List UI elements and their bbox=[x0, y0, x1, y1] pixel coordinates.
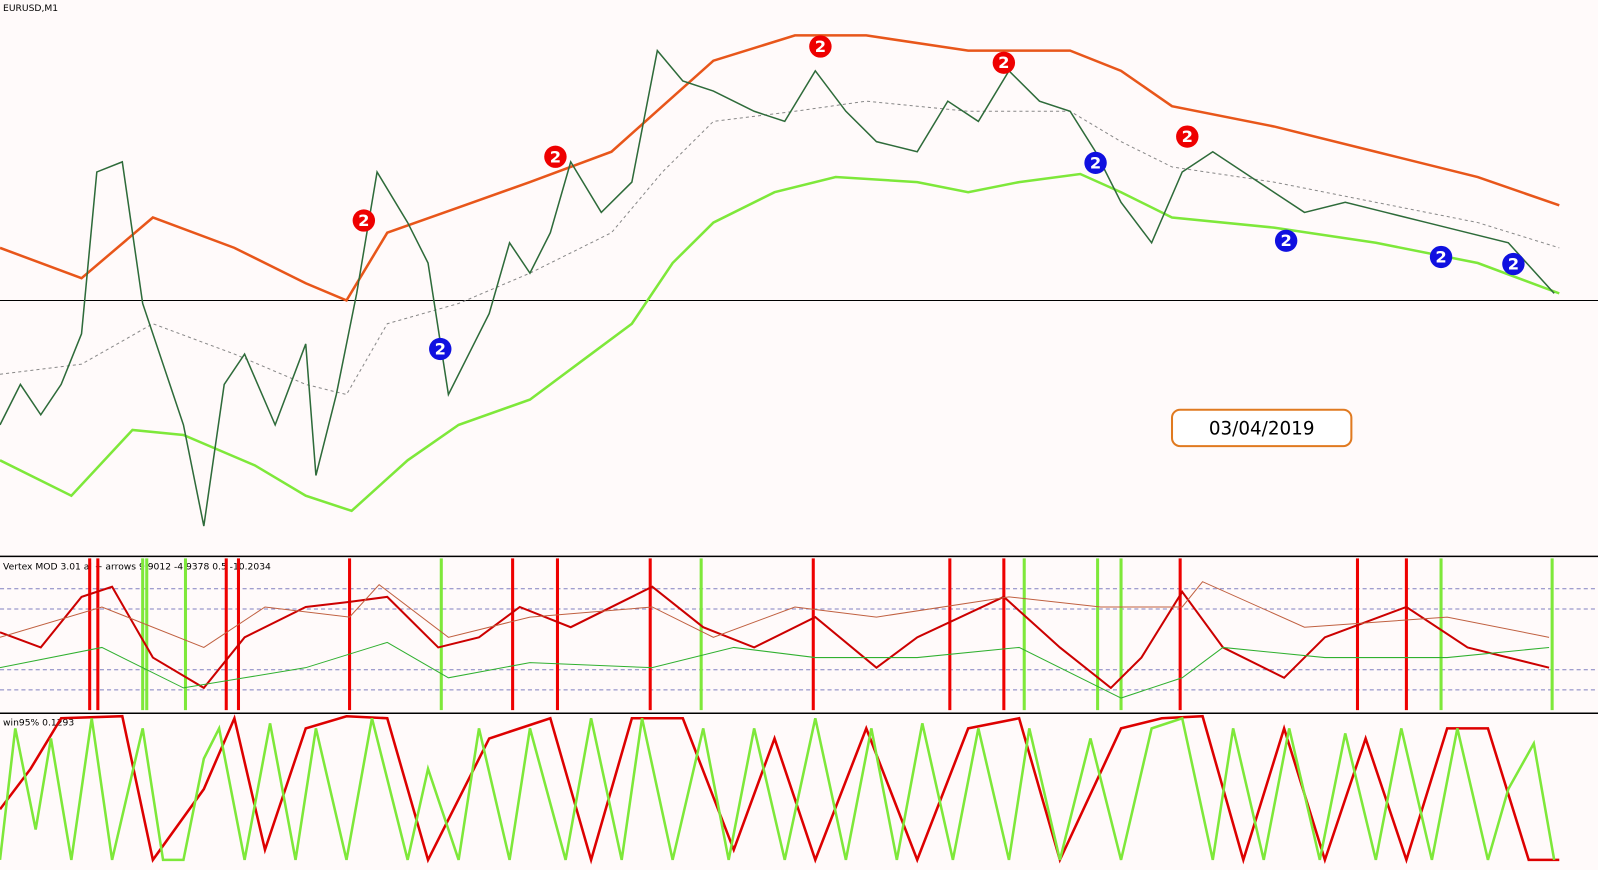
date-text: 03/04/2019 bbox=[1209, 418, 1315, 439]
buy-signal bbox=[1502, 252, 1525, 276]
date-frame bbox=[1170, 408, 1353, 448]
green-bars bbox=[141, 558, 1554, 711]
red-bars bbox=[88, 558, 1408, 711]
buy-signal bbox=[1274, 229, 1298, 252]
lower-band bbox=[0, 172, 1560, 513]
signal-text: 2 bbox=[435, 340, 446, 359]
upper-band bbox=[0, 34, 1560, 303]
buy-signal bbox=[1084, 151, 1107, 174]
signal-text: 2 bbox=[815, 37, 826, 56]
indicator-2-label: win95% 0.1293 bbox=[3, 718, 74, 728]
vertex-lower bbox=[0, 641, 1550, 699]
level-lines bbox=[0, 588, 1598, 691]
signal-text: 2 bbox=[1435, 247, 1446, 266]
middle-band bbox=[0, 100, 1560, 396]
sell-signal bbox=[544, 145, 567, 168]
signal-text: 2 bbox=[1280, 231, 1291, 250]
signal-markers: 2 2 2 2 2 2 2 2 2 2 bbox=[352, 35, 1525, 361]
symbol-label: EURUSD,M1 bbox=[3, 4, 58, 14]
sell-signal bbox=[809, 35, 832, 58]
win-slow bbox=[0, 714, 1560, 865]
buy-signal bbox=[1429, 245, 1453, 269]
sell-signal bbox=[992, 51, 1016, 74]
date-box: 03/04/2019 bbox=[1170, 408, 1353, 448]
vertex-slow bbox=[0, 581, 1550, 649]
buy-signal bbox=[429, 337, 452, 361]
signal-text: 2 bbox=[1508, 255, 1519, 274]
win-fast bbox=[0, 716, 1556, 862]
sell-signal bbox=[1176, 125, 1199, 148]
indicator-1-label: Vertex MOD 3.01 al + arrows 9.9012 -4.93… bbox=[3, 563, 271, 573]
signal-text: 2 bbox=[998, 53, 1009, 72]
signal-text: 2 bbox=[550, 147, 561, 166]
signal-text: 2 bbox=[358, 211, 369, 230]
sell-signal bbox=[352, 209, 376, 232]
signal-text: 2 bbox=[1182, 127, 1193, 146]
signal-bars bbox=[88, 558, 1554, 711]
signal-text: 2 bbox=[1090, 153, 1101, 172]
price-series bbox=[0, 48, 1555, 527]
